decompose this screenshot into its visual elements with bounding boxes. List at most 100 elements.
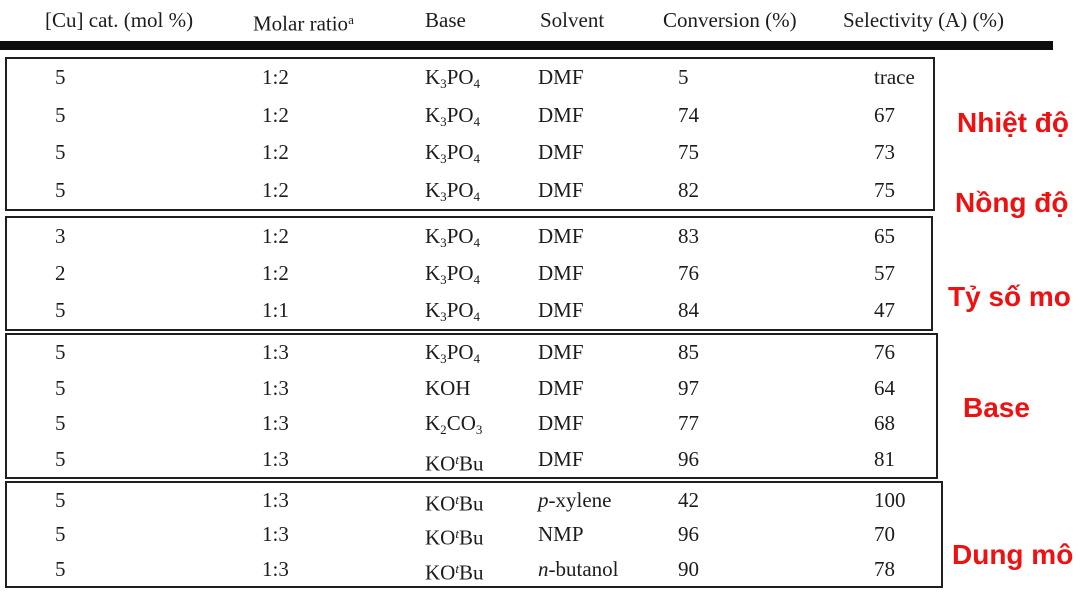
- cell-cu: 5: [55, 411, 66, 435]
- cell-conv: 90: [678, 556, 699, 581]
- cell-solvent: DMF: [538, 224, 584, 248]
- cell-conv: 77: [678, 411, 699, 435]
- cell-conv: 96: [678, 522, 699, 547]
- cell-sel: 67: [874, 102, 895, 127]
- cell-conv: 5: [678, 65, 689, 89]
- cell-solvent: DMF: [538, 340, 584, 364]
- cell-solvent: DMF: [538, 298, 584, 322]
- cell-solvent: DMF: [538, 177, 584, 202]
- cell-conv: 97: [678, 375, 699, 400]
- cell-solvent: DMF: [538, 375, 584, 400]
- annotation-temperature: Nhiệt độ: [957, 107, 1069, 138]
- annotation-molar-ratio: Tỷ số mo: [948, 281, 1071, 312]
- table-row: 5 1:2 K3PO4 DMF 82 75: [7, 172, 933, 210]
- cell-sel: 78: [874, 556, 895, 581]
- cell-ratio: 1:1: [262, 298, 289, 322]
- table-group-solvent: 5 1:3 KOtBu p-xylene 42 100 5 1:3 KOtBu NMP 96 70 5 1…: [5, 481, 943, 588]
- cell-sel: 81: [874, 446, 895, 471]
- table-row: 5 1:2 K3PO4 DMF 5 trace: [7, 59, 933, 97]
- table-row: 5 1:3 KOH DMF 97 64: [7, 371, 936, 407]
- cell-conv: 42: [678, 488, 699, 512]
- cell-base: K3PO4: [425, 102, 481, 129]
- cell-cu: 5: [55, 102, 66, 127]
- cell-solvent: n-butanol: [538, 556, 619, 581]
- table-row: 5 1:3 KOtBu DMF 96 81: [7, 442, 936, 478]
- cell-solvent: p-xylene: [538, 488, 612, 512]
- cell-sel: 47: [874, 298, 895, 322]
- cell-base: K3PO4: [425, 340, 481, 366]
- cell-solvent: DMF: [538, 411, 584, 435]
- column-header-base: Base: [425, 8, 466, 32]
- cell-cu: 5: [55, 488, 66, 512]
- cell-base: K3PO4: [425, 298, 481, 324]
- table-row: 5 1:1 K3PO4 DMF 84 47: [7, 292, 931, 329]
- cell-conv: 96: [678, 446, 699, 471]
- column-header-selectivity: Selectivity (A) (%): [843, 8, 1004, 32]
- header-separator-bar: [0, 41, 1053, 50]
- cell-sel: 75: [874, 177, 895, 202]
- cell-sel: 73: [874, 140, 895, 164]
- cell-ratio: 1:2: [262, 102, 289, 127]
- cell-base: KOtBu: [425, 491, 484, 516]
- cell-base: K3PO4: [425, 177, 481, 204]
- cell-conv: 85: [678, 340, 699, 364]
- table-row: 5 1:2 K3PO4 DMF 74 67: [7, 97, 933, 135]
- table-row: 5 1:3 K2CO3 DMF 77 68: [7, 406, 936, 442]
- cell-base: K3PO4: [425, 224, 481, 250]
- cell-base: K3PO4: [425, 140, 481, 166]
- cell-sel: 70: [874, 522, 895, 547]
- cell-ratio: 1:2: [262, 177, 289, 202]
- cell-cu: 5: [55, 340, 66, 364]
- cell-solvent: DMF: [538, 446, 584, 471]
- table-row: 5 1:3 KOtBu p-xylene 42 100: [7, 483, 941, 517]
- table-row: 5 1:3 KOtBu NMP 96 70: [7, 517, 941, 551]
- cell-cu: 5: [55, 140, 66, 164]
- column-header-cu-cat: [Cu] cat. (mol %): [45, 8, 194, 32]
- annotation-base: Base: [963, 392, 1030, 423]
- column-header-molar-ratio-text: Molar ratio: [253, 11, 349, 36]
- cell-sel: 76: [874, 340, 895, 364]
- cell-conv: 84: [678, 298, 699, 322]
- cell-base: KOtBu: [425, 525, 484, 550]
- cell-cu: 3: [55, 224, 66, 248]
- cell-cu: 5: [55, 522, 66, 547]
- cell-sel: 57: [874, 261, 895, 285]
- cell-base: KOtBu: [425, 560, 484, 585]
- cell-sel: 68: [874, 411, 895, 435]
- cell-solvent: DMF: [538, 102, 584, 127]
- cell-ratio: 1:2: [262, 261, 289, 285]
- column-header-conversion: Conversion (%): [663, 8, 797, 32]
- cell-sel: 64: [874, 375, 895, 400]
- cell-ratio: 1:3: [262, 411, 289, 435]
- cell-conv: 76: [678, 261, 699, 285]
- table-row: 5 1:3 KOtBu n-butanol 90 78: [7, 552, 941, 586]
- cell-ratio: 1:2: [262, 65, 289, 89]
- annotation-solvent: Dung mô: [952, 539, 1074, 570]
- cell-base: KOH: [425, 375, 471, 400]
- cell-ratio: 1:2: [262, 140, 289, 164]
- annotation-concentration: Nồng độ: [955, 187, 1069, 218]
- cell-conv: 75: [678, 140, 699, 164]
- cell-base: KOtBu: [425, 451, 484, 475]
- table-group-temperature: 5 1:2 K3PO4 DMF 5 trace 5 1:2 K3PO4 DMF 74 67 5 1:2 K3…: [5, 57, 935, 211]
- cell-cu: 5: [55, 375, 66, 400]
- cell-ratio: 1:3: [262, 446, 289, 471]
- cell-ratio: 1:3: [262, 488, 289, 512]
- cell-solvent: DMF: [538, 65, 584, 89]
- table-group-base: 5 1:3 K3PO4 DMF 85 76 5 1:3 KOH DMF 97 64 5 1:3 K2CO3 D…: [5, 333, 938, 479]
- cell-cu: 2: [55, 261, 66, 285]
- table-row: 3 1:2 K3PO4 DMF 83 65: [7, 218, 931, 255]
- cell-ratio: 1:3: [262, 556, 289, 581]
- table-group-ratio: 3 1:2 K3PO4 DMF 83 65 2 1:2 K3PO4 DMF 76 57 5 1:1 K3PO…: [5, 216, 933, 331]
- cell-ratio: 1:2: [262, 224, 289, 248]
- cell-solvent: DMF: [538, 140, 584, 164]
- cell-sel: 100: [874, 488, 906, 512]
- cell-base: K3PO4: [425, 261, 481, 287]
- cell-cu: 5: [55, 65, 66, 89]
- cell-base: K3PO4: [425, 65, 481, 91]
- cell-ratio: 1:3: [262, 522, 289, 547]
- column-header-solvent: Solvent: [540, 8, 605, 32]
- cell-ratio: 1:3: [262, 375, 289, 400]
- molar-ratio-footnote-marker: a: [348, 12, 354, 27]
